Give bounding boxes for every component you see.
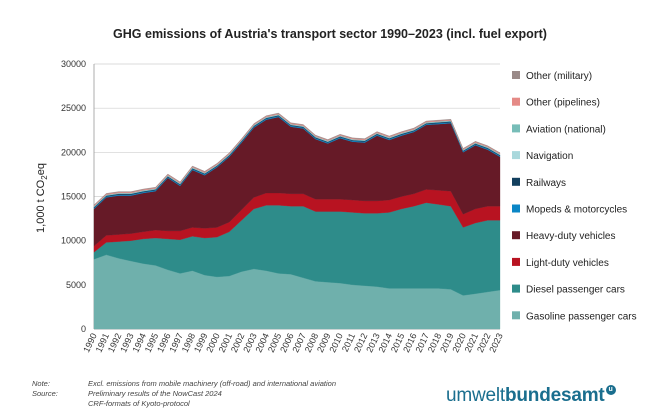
legend-swatch <box>512 151 520 160</box>
umweltbundesamt-logo: umweltbundesamt u <box>446 385 616 407</box>
legend-swatch <box>512 284 520 293</box>
chart-title: GHG emissions of Austria's transport sec… <box>113 27 547 41</box>
y-tick-label: 15000 <box>61 192 86 202</box>
legend-label: Railways <box>526 178 566 189</box>
legend-swatch <box>512 231 520 240</box>
legend-swatch <box>512 124 520 133</box>
y-tick-label: 5000 <box>66 280 86 290</box>
legend-label: Gasoline passenger cars <box>526 311 637 322</box>
source-text-1: Preliminary results of the NowCast 2024 <box>88 389 222 398</box>
legend-swatch <box>512 311 520 320</box>
area-series <box>93 112 501 330</box>
legend-label: Mopeds & motorcycles <box>526 205 627 216</box>
area-other-military <box>93 112 501 206</box>
legend-label: Diesel passenger cars <box>526 285 625 296</box>
legend-swatch <box>512 177 520 186</box>
legend-label: Other (military) <box>526 71 592 82</box>
legend-label: Other (pipelines) <box>526 98 600 109</box>
chart: GHG emissions of Austria's transport sec… <box>35 27 637 354</box>
legend-swatch <box>512 204 520 213</box>
y-axis-ticks: 0 5000 10000 15000 20000 25000 30000 <box>61 59 86 334</box>
legend-swatch <box>512 97 520 106</box>
note-text: Excl. emissions from mobile machinery (o… <box>88 379 337 388</box>
y-tick-label: 0 <box>81 324 86 334</box>
source-key: Source: <box>32 389 58 398</box>
y-tick-label: 25000 <box>61 103 86 113</box>
logo-part1: umwelt <box>446 385 505 406</box>
legend-swatch <box>512 71 520 79</box>
notes: Note: Excl. emissions from mobile machine… <box>32 379 336 409</box>
legend-label: Navigation <box>526 151 573 162</box>
legend-label: Aviation (national) <box>526 124 606 135</box>
logo-part2: bundesamt <box>504 385 605 406</box>
y-tick-label: 10000 <box>61 236 86 246</box>
legend: Other (military) Other (pipelines) Aviatio… <box>512 71 637 322</box>
y-tick-label: 20000 <box>61 147 86 157</box>
source-text-2: CRF-formats of Kyoto-protocol <box>88 399 190 408</box>
legend-label: Light-duty vehicles <box>526 258 609 269</box>
note-key: Note: <box>32 379 50 388</box>
logo-mark: u <box>605 385 616 395</box>
y-tick-label: 30000 <box>61 59 86 69</box>
legend-swatch <box>512 257 520 266</box>
legend-label: Heavy-duty vehicles <box>526 231 615 242</box>
y-axis-label: 1,000 t CO2eq <box>35 163 49 233</box>
x-axis-ticks: 1990199119921993199419951996199719981999… <box>81 332 505 354</box>
